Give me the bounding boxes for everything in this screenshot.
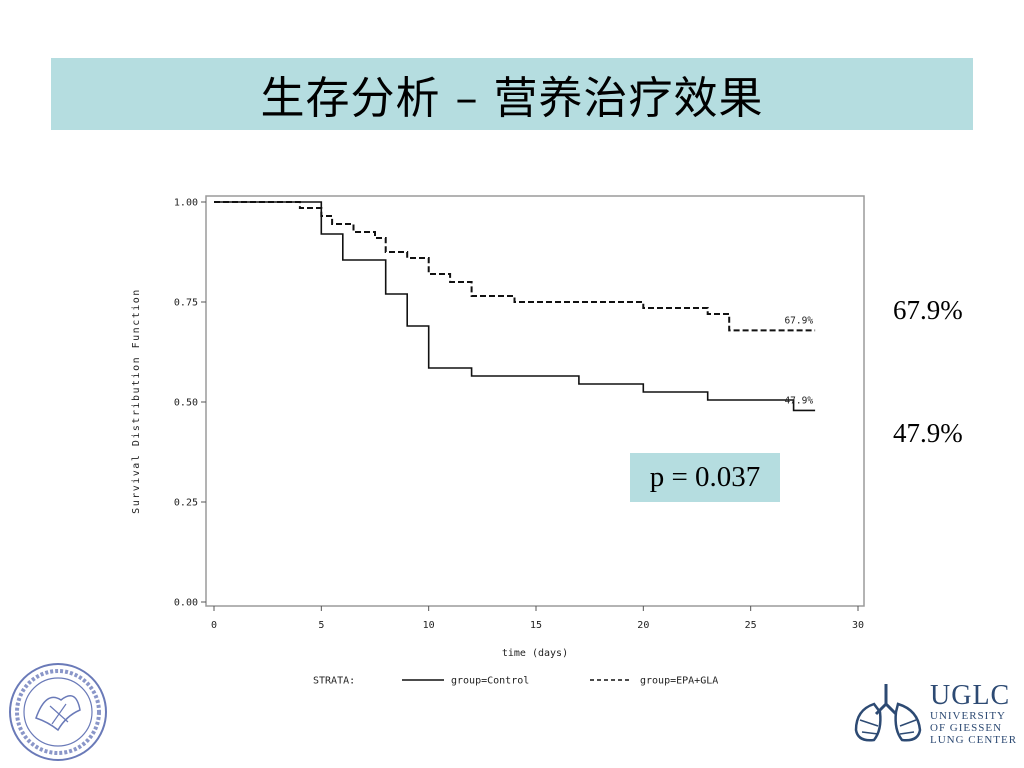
x-tick-label: 10	[423, 620, 435, 631]
series-end-label: 67.9%	[784, 315, 813, 326]
logo-line-lung-center: LUNG CENTER	[930, 734, 1018, 746]
title-banner: 生存分析 – 营养治疗效果	[51, 58, 973, 130]
y-tick-label: 0.00	[174, 598, 198, 609]
y-tick-label: 0.25	[174, 498, 198, 509]
logo-acronym: UGLC	[930, 680, 1011, 711]
university-seal-icon	[9, 663, 107, 761]
legend-title: STRATA:	[313, 676, 355, 687]
series-epa-gla-line	[214, 201, 816, 332]
control-end-label: 47.9%	[893, 418, 963, 448]
lung-icon	[854, 684, 922, 742]
chart-panel	[128, 186, 870, 706]
x-tick-label: 0	[211, 620, 217, 631]
uglc-logo: UGLC UNIVERSITY OF GIESSEN LUNG CENTER	[852, 680, 1022, 746]
y-axis-label: Survival Distribution Function	[131, 288, 142, 514]
legend-label-control: group=Control	[451, 676, 529, 687]
epa-end-label: 67.9%	[893, 295, 963, 325]
slide-title: 生存分析 – 营养治疗效果	[260, 73, 764, 124]
series-end-label: 47.9%	[784, 395, 813, 406]
x-tick-label: 20	[637, 620, 649, 631]
logo-line-giessen: OF GIESSEN	[930, 722, 1003, 734]
chart-legend: STRATA: group=Control group=EPA+GLA	[313, 676, 718, 687]
axis-ticks: 0.00 0.25 0.50 0.75 1.00 0 5 10 15 20 25 30	[174, 198, 864, 632]
series-layer: 47.9% 67.9%	[214, 201, 816, 412]
p-value-text: p = 0.037	[649, 461, 761, 493]
x-tick-label: 15	[530, 620, 542, 631]
p-value-box: p = 0.037	[630, 453, 780, 502]
x-tick-label: 5	[318, 620, 324, 631]
y-tick-label: 0.75	[174, 298, 198, 309]
y-tick-label: 0.50	[174, 398, 198, 409]
legend-label-epa-gla: group=EPA+GLA	[640, 676, 718, 687]
plot-border	[205, 195, 865, 607]
plot-frame	[205, 195, 865, 607]
chart-labels: time (days) Survival Distribution Functio…	[131, 288, 568, 659]
x-axis-label: time (days)	[502, 648, 568, 659]
x-tick-label: 30	[852, 620, 864, 631]
x-tick-label: 25	[745, 620, 757, 631]
y-tick-label: 1.00	[174, 198, 198, 209]
logo-line-university: UNIVERSITY	[930, 710, 1006, 722]
series-control-line	[214, 201, 816, 412]
